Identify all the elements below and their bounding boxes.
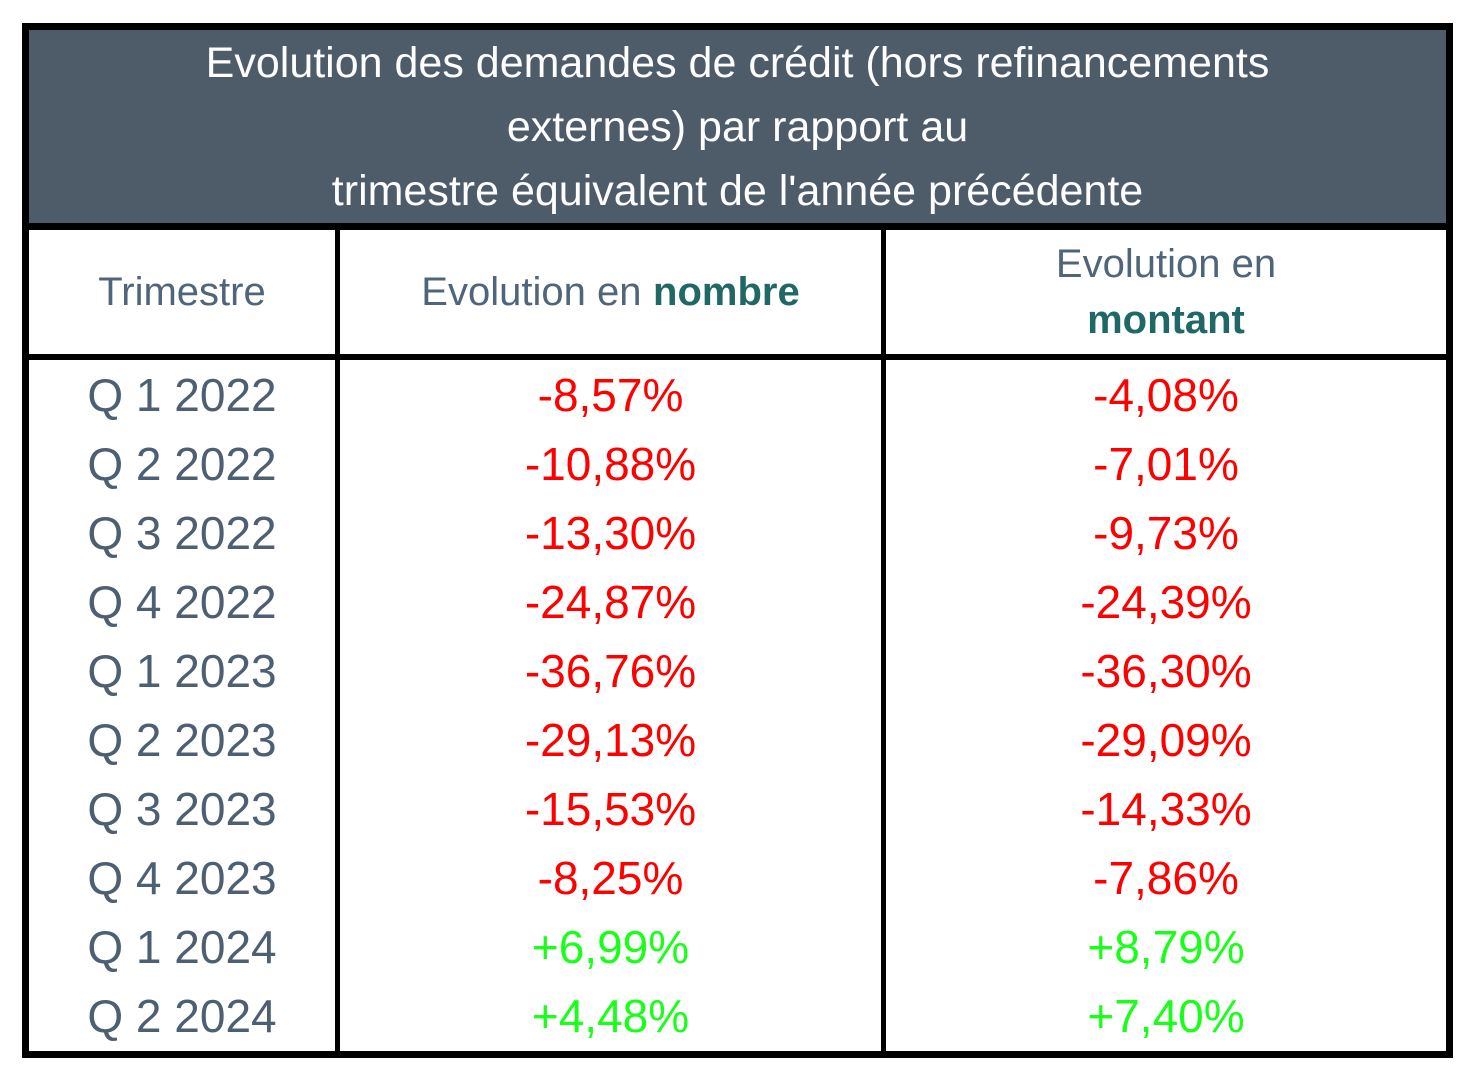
column-header-montant-prefix: Evolution en — [1055, 242, 1277, 286]
row-7-quarter-label: Q 4 2023 — [87, 852, 277, 905]
table-title-line-1: Evolution des demandes de crédit (hors r… — [205, 38, 1270, 87]
row-6-quarter-label: Q 3 2023 — [87, 783, 277, 836]
column-trimestre: Trimestre Q 1 2022 Q 2 2022 Q 3 2022 Q 4 20… — [29, 230, 335, 1051]
row-0-montant-value: -4,08% — [1093, 368, 1239, 421]
table-title-line-3: trimestre équivalent de l'année précéden… — [331, 166, 1144, 215]
row-5-nombre-value: -29,13% — [524, 714, 697, 767]
column-header-nombre-text: Evolution en nombre — [421, 270, 799, 315]
row-9-montant-value: +7,40% — [1087, 990, 1245, 1043]
credit-evolution-table: Evolution des demandes de crédit (hors r… — [22, 23, 1453, 1058]
row-4-nombre-value: -36,76% — [524, 644, 697, 697]
row-1-quarter-label: Q 2 2022 — [87, 437, 277, 490]
row-2-montant-value: -9,73% — [1093, 506, 1239, 559]
column-body-montant: -4,08% -7,01% -9,73% -24,39% -36,30% -29,09% -… — [886, 360, 1446, 1051]
table-title-line-2: externes) par rapport au — [506, 102, 969, 151]
row-1-nombre-value: -10,88% — [524, 437, 697, 490]
row-5-montant-value: -29,09% — [1080, 714, 1252, 767]
row-7-montant-value: -7,86% — [1093, 852, 1239, 905]
row-6-nombre-value: -15,53% — [524, 783, 697, 836]
column-header-trimestre: Trimestre — [29, 230, 335, 360]
row-1-montant-value: -7,01% — [1093, 437, 1239, 490]
column-evolution-nombre: Evolution en nombre -8,57% -10,88% -13,30%… — [335, 230, 881, 1051]
row-3-montant-value: -24,39% — [1080, 575, 1252, 628]
row-0-nombre-value: -8,57% — [537, 368, 684, 421]
column-header-montant: Evolution en montant — [886, 230, 1446, 360]
row-6-montant-value: -14,33% — [1080, 783, 1252, 836]
column-evolution-montant: Evolution en montant -4,08% -7,01% -9,73% -… — [881, 230, 1446, 1051]
row-8-nombre-value: +6,99% — [531, 921, 690, 974]
row-4-quarter-label: Q 1 2023 — [87, 644, 277, 697]
table-grid: Trimestre Q 1 2022 Q 2 2022 Q 3 2022 Q 4 20… — [29, 230, 1446, 1051]
column-header-trimestre-label: Trimestre — [98, 269, 266, 314]
column-body-nombre: -8,57% -10,88% -13,30% -24,87% -36,76% -29,13… — [340, 360, 881, 1051]
row-9-quarter-label: Q 2 2024 — [87, 990, 277, 1043]
row-2-quarter-label: Q 3 2022 — [87, 506, 277, 559]
column-header-nombre-prefix: Evolution en — [421, 269, 642, 314]
column-body-trimestre: Q 1 2022 Q 2 2022 Q 3 2022 Q 4 2022 Q 1 2023… — [29, 360, 335, 1051]
row-4-montant-value: -36,30% — [1080, 644, 1252, 697]
column-header-montant-bold: montant — [1087, 298, 1245, 342]
row-2-nombre-value: -13,30% — [524, 506, 697, 559]
row-3-nombre-value: -24,87% — [524, 575, 697, 628]
row-8-quarter-label: Q 1 2024 — [87, 921, 277, 974]
row-0-quarter-label: Q 1 2022 — [87, 368, 277, 421]
row-9-nombre-value: +4,48% — [531, 990, 690, 1043]
column-header-nombre-bold: nombre — [653, 269, 800, 314]
row-8-montant-value: +8,79% — [1087, 921, 1245, 974]
column-header-nombre: Evolution en nombre — [340, 230, 881, 360]
row-3-quarter-label: Q 4 2022 — [87, 575, 277, 628]
row-7-nombre-value: -8,25% — [537, 852, 684, 905]
row-5-quarter-label: Q 2 2023 — [87, 714, 277, 767]
table-title: Evolution des demandes de crédit (hors r… — [29, 30, 1446, 230]
